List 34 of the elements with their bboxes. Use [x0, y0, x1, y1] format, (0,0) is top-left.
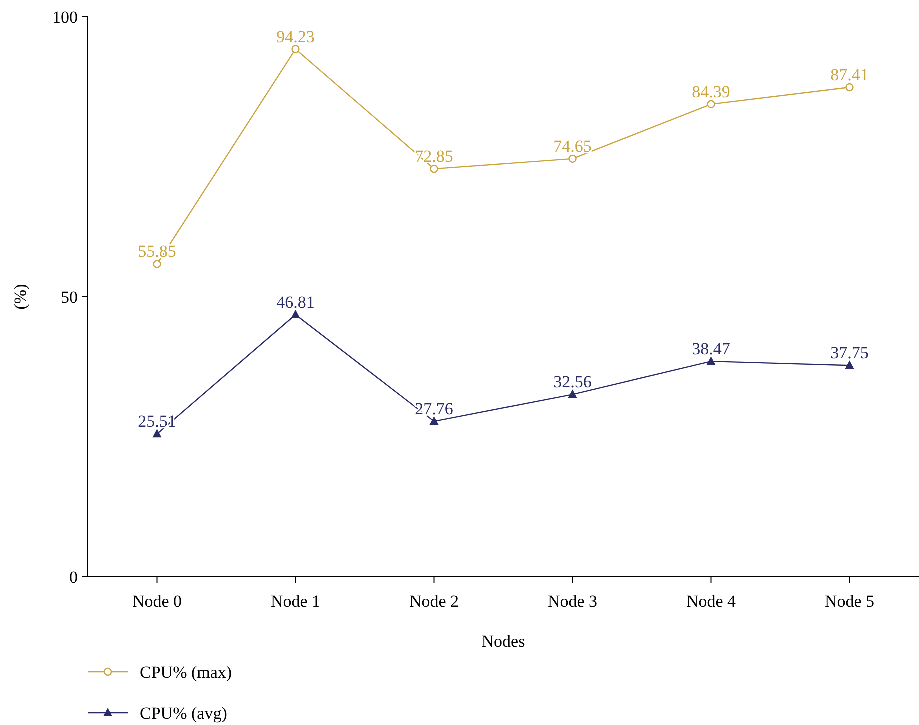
data-label: 87.41 — [830, 66, 869, 85]
y-axis-title: (%) — [11, 284, 30, 310]
point — [430, 416, 439, 426]
point — [568, 390, 578, 398]
x-tick-label: Node 0 — [132, 592, 182, 611]
data-label: 27.76 — [415, 400, 454, 419]
y-tick-label: 0 — [70, 568, 78, 587]
point — [707, 100, 716, 109]
point — [845, 360, 854, 370]
x-tick-label: Node 1 — [270, 592, 321, 611]
data-label: 94.23 — [276, 27, 315, 46]
point — [846, 83, 854, 92]
x-tick-label: Node 4 — [686, 592, 737, 611]
point — [291, 310, 300, 318]
point — [292, 45, 300, 54]
x-tick-label: Node 2 — [409, 592, 460, 611]
data-label: 37.75 — [830, 344, 869, 363]
point — [153, 260, 162, 268]
legend-label: CPU% (avg) — [140, 704, 228, 723]
x-axis-title: Nodes — [482, 632, 526, 651]
y-tick-label: 100 — [52, 8, 78, 27]
data-label: 38.47 — [692, 340, 731, 359]
data-label: 74.65 — [554, 136, 592, 156]
point — [152, 429, 162, 438]
point — [568, 154, 577, 164]
data-label: 32.56 — [554, 372, 592, 392]
point — [706, 356, 716, 366]
data-label: 46.81 — [276, 292, 315, 312]
legend-label: CPU% (max) — [140, 662, 232, 682]
x-tick-label: Node 3 — [548, 592, 598, 611]
point — [430, 164, 438, 174]
data-label: 84.39 — [692, 82, 730, 102]
x-tick-label: Node 5 — [824, 592, 875, 611]
y-tick-label: 50 — [61, 288, 78, 307]
